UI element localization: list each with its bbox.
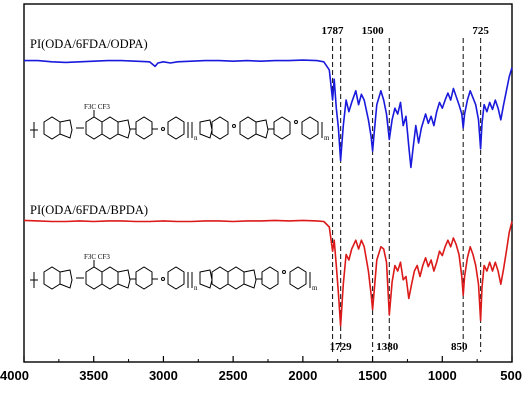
- x-tick-label: 1000: [428, 368, 457, 383]
- x-tick-label: 500: [500, 368, 522, 383]
- fluoro-label-bpda: F3C CF3: [84, 253, 110, 261]
- peak-label-1380: 1380: [376, 341, 399, 353]
- x-tick-label: 3500: [79, 368, 108, 383]
- subscript-m-bpda: m: [312, 284, 318, 292]
- subscript-n-bpda: n: [194, 284, 198, 292]
- x-tick-label: 2500: [219, 368, 248, 383]
- subscript-n-odpa: n: [194, 134, 198, 142]
- subscript-m-odpa: m: [324, 134, 330, 142]
- x-tick-label: 1500: [358, 368, 387, 383]
- x-tick-label: 3000: [149, 368, 178, 383]
- peak-label-850: 850: [451, 341, 468, 353]
- x-axis-ticks: [23, 356, 513, 362]
- series-line-1: [23, 219, 513, 327]
- peak-labels: 1787 1500 725 1729 1380 850: [322, 25, 490, 353]
- series-label-odpa: PI(ODA/6FDA/ODPA): [30, 37, 148, 51]
- peak-label-725: 725: [472, 25, 489, 37]
- series-label-bpda: PI(ODA/6FDA/BPDA): [30, 203, 148, 217]
- peak-label-1500: 1500: [362, 25, 385, 37]
- fluoro-label-odpa: F3C CF3: [84, 103, 110, 111]
- structure-diagram-odpa: F3C CF3 n m: [30, 103, 330, 142]
- peak-label-1729: 1729: [330, 341, 353, 353]
- peak-label-1787: 1787: [322, 25, 345, 37]
- structure-diagram-bpda: F3C CF3 n m: [30, 253, 318, 292]
- plot-frame: [23, 3, 513, 363]
- series-line-0: [24, 59, 513, 169]
- spectrum-series: [23, 59, 513, 327]
- x-tick-label: 4000: [0, 368, 29, 383]
- x-tick-label: 2000: [288, 368, 317, 383]
- x-axis-tick-labels: 4000 3500 3000 2500 2000 1500 1000 500: [0, 368, 522, 383]
- dashed-reference-lines: [332, 38, 482, 352]
